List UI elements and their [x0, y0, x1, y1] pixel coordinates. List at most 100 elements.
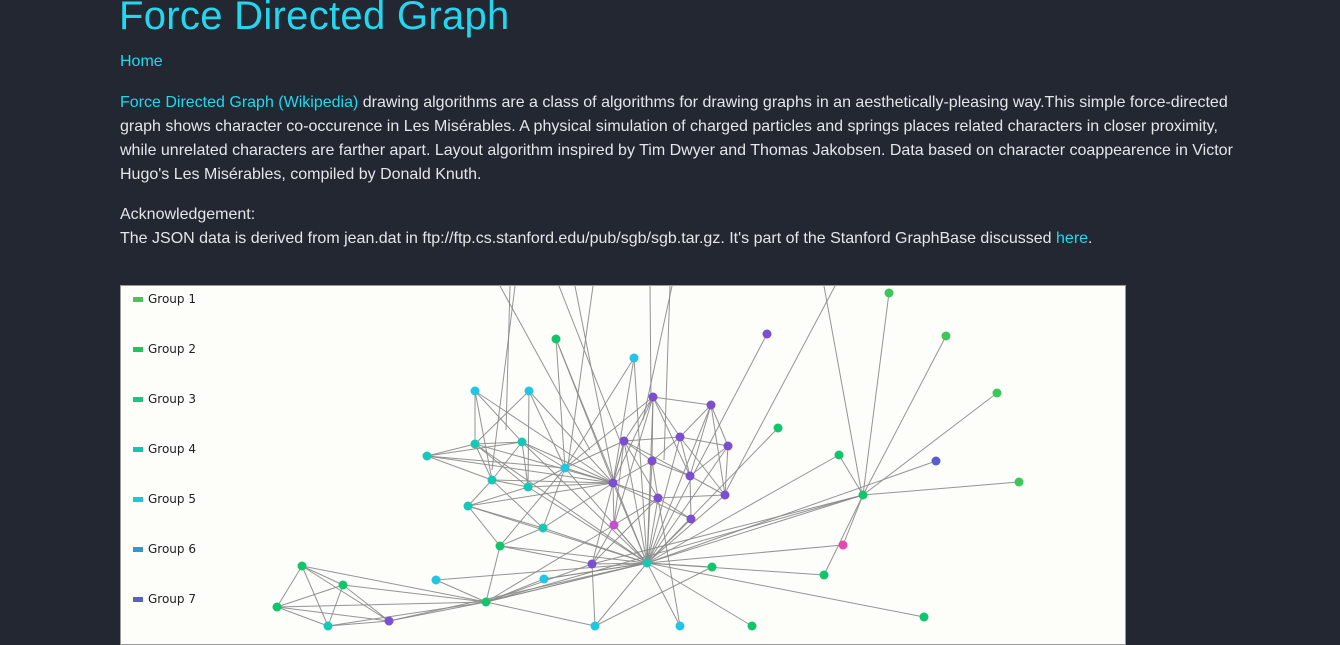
graph-node[interactable] [608, 478, 618, 488]
graph-node[interactable] [470, 439, 480, 449]
acknowledgement-paragraph: Acknowledgement: The JSON data is derived… [120, 203, 1240, 251]
graph-link [679, 436, 726, 496]
graph-node[interactable] [884, 288, 894, 298]
graph-link [646, 333, 768, 564]
graph-node[interactable] [523, 482, 533, 492]
graph-node[interactable] [747, 621, 757, 631]
graph-node[interactable] [539, 574, 549, 584]
graph-link [276, 584, 344, 608]
graph-node[interactable] [642, 558, 652, 568]
graph-link [838, 454, 864, 496]
graph-node[interactable] [819, 570, 829, 580]
graph-link [426, 441, 523, 457]
graph-link [567, 286, 594, 466]
intro-text: drawing algorithms are a class of algori… [120, 94, 1233, 183]
graph-node[interactable] [992, 388, 1002, 398]
here-link[interactable]: here [1056, 230, 1089, 247]
graph-node[interactable] [941, 331, 951, 341]
graph-link [574, 286, 615, 484]
graph-node[interactable] [706, 400, 716, 410]
graph-node[interactable] [723, 441, 733, 451]
graph-link [527, 486, 648, 564]
graph-link [485, 578, 545, 603]
graph-link [528, 390, 614, 484]
graph-node[interactable] [338, 580, 348, 590]
graph-node[interactable] [675, 432, 685, 442]
graph-node[interactable] [470, 386, 480, 396]
graph-node[interactable] [707, 562, 717, 572]
graph-container[interactable]: Group 1 Group 2 Group 3 Group 4 Group 5 Group… [120, 285, 1126, 645]
graph-node[interactable] [773, 423, 783, 433]
home-link[interactable]: Home [120, 53, 163, 70]
graph-link [491, 441, 523, 481]
graph-node[interactable] [686, 514, 696, 524]
graph-link [564, 467, 648, 564]
graph-node[interactable] [609, 520, 619, 530]
graph-link [474, 443, 529, 488]
graph-link [679, 436, 691, 477]
force-graph[interactable]: Group 1 Group 2 Group 3 Group 4 Group 5 Group… [121, 286, 1126, 645]
graph-link [426, 443, 476, 457]
graph-node[interactable] [675, 621, 685, 631]
graph-node[interactable] [590, 621, 600, 631]
graph-node[interactable] [495, 541, 505, 551]
graph-node[interactable] [538, 523, 548, 533]
graph-link [426, 455, 614, 484]
graph-link [474, 441, 523, 445]
graph-node[interactable] [463, 501, 473, 511]
graph-link [301, 565, 344, 586]
graph-node[interactable] [481, 597, 491, 607]
graph-node[interactable] [551, 334, 561, 344]
graph-link [862, 392, 998, 496]
graph-link [646, 427, 779, 564]
graph-node[interactable] [323, 621, 333, 631]
graph-link [528, 390, 566, 469]
graph-link [388, 562, 648, 622]
graph-node[interactable] [838, 540, 848, 550]
graph-link [499, 545, 648, 564]
legend-swatch [133, 397, 143, 402]
graph-link [651, 460, 659, 499]
wikipedia-link[interactable]: Force Directed Graph (Wikipedia) [120, 94, 359, 111]
graph-node[interactable] [629, 353, 639, 363]
graph-link [689, 475, 726, 496]
graph-node[interactable] [587, 559, 597, 569]
graph-node[interactable] [762, 329, 772, 339]
graph-node[interactable] [487, 475, 497, 485]
graph-link [276, 606, 329, 627]
legend-swatch [133, 447, 143, 452]
legend-label: Group 4 [148, 442, 196, 456]
graph-link [564, 440, 625, 469]
graph-node[interactable] [919, 612, 929, 622]
graph-nodes[interactable] [272, 288, 1024, 631]
graph-node[interactable] [517, 437, 527, 447]
graph-node[interactable] [653, 493, 663, 503]
graph-link [646, 562, 825, 576]
graph-node[interactable] [648, 392, 658, 402]
graph-node[interactable] [619, 436, 629, 446]
graph-link [327, 620, 390, 627]
graph-node[interactable] [720, 490, 730, 500]
graph-link [612, 482, 692, 520]
graph-node[interactable] [272, 602, 282, 612]
graph-node[interactable] [524, 386, 534, 396]
graph-node[interactable] [297, 561, 307, 571]
graph-link [485, 601, 596, 627]
graph-link [527, 467, 566, 488]
graph-node[interactable] [647, 456, 657, 466]
graph-node[interactable] [560, 463, 570, 473]
graph-link [499, 527, 544, 547]
legend-label: Group 2 [148, 342, 196, 356]
graph-node[interactable] [834, 450, 844, 460]
graph-node[interactable] [384, 616, 394, 626]
graph-node[interactable] [858, 490, 868, 500]
graph-link [646, 497, 659, 564]
legend-label: Group 7 [148, 592, 196, 606]
graph-node[interactable] [422, 451, 432, 461]
graph-link [591, 562, 648, 565]
graph-node[interactable] [431, 575, 441, 585]
graph-node[interactable] [1014, 477, 1024, 487]
graph-link [646, 404, 712, 564]
graph-node[interactable] [685, 471, 695, 481]
graph-node[interactable] [931, 456, 941, 466]
